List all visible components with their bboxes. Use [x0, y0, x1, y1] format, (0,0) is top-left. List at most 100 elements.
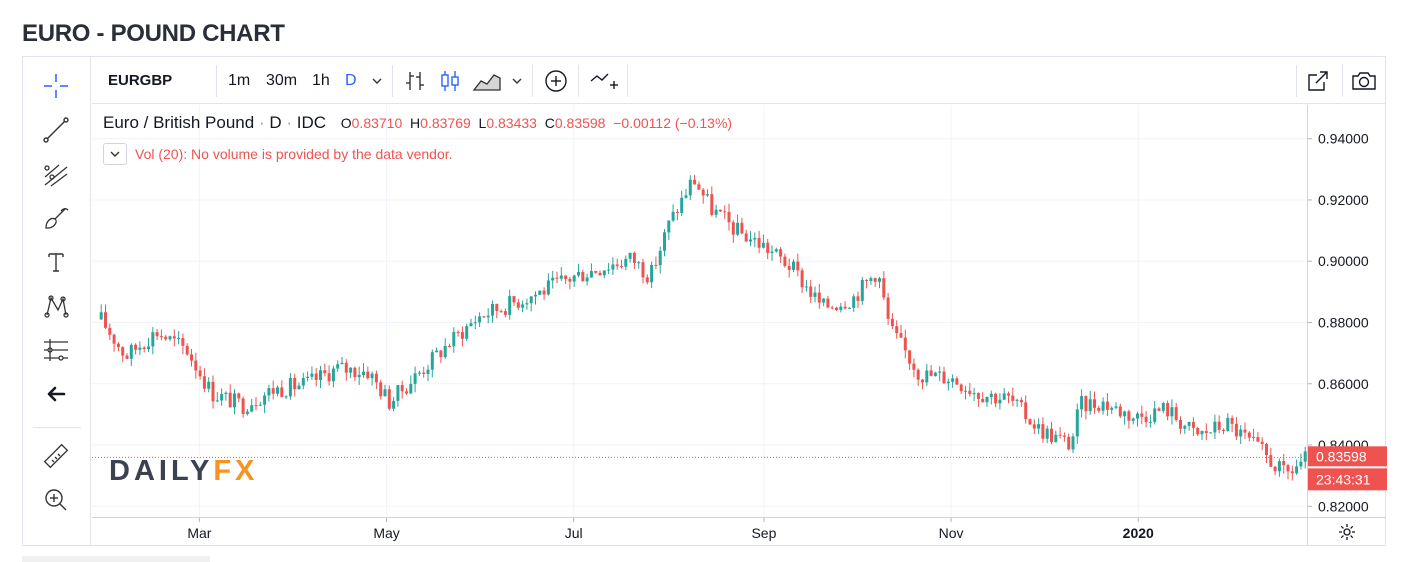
time-axis[interactable]: MarMayJulSepNov2020Mar [92, 517, 1335, 545]
pitchfork-tool[interactable] [37, 155, 75, 193]
candle-body [697, 184, 701, 190]
candle [654, 256, 658, 270]
text-tool[interactable] [37, 243, 75, 281]
candle [426, 364, 430, 382]
candle-body [994, 393, 998, 404]
candle-body [981, 398, 985, 403]
legend-collapse-button[interactable] [103, 143, 127, 165]
candle-body [508, 296, 512, 315]
candle [125, 353, 129, 360]
candle-body [125, 355, 129, 359]
zoom-in-tool[interactable] [37, 481, 75, 519]
price-axis[interactable]: 0.94000 0.92000 0.90000 0.88000 0.86000 0.840… [1307, 105, 1387, 517]
candle-body [237, 393, 241, 399]
candle-body [1204, 431, 1208, 433]
candle [413, 366, 417, 393]
candle [650, 261, 654, 289]
candle [129, 343, 133, 366]
symbol-search[interactable]: EURGBP [108, 72, 173, 89]
candle-body [353, 367, 357, 378]
candle-body [164, 336, 168, 340]
ruler-tool[interactable] [37, 437, 75, 475]
candle-body [482, 316, 486, 318]
snapshot-button[interactable] [1350, 57, 1378, 104]
candle-body [422, 372, 426, 374]
open-label: O [340, 115, 352, 131]
candle [1234, 416, 1238, 441]
area-style-button[interactable] [472, 57, 502, 104]
indicator-add-icon [545, 69, 567, 92]
candle [559, 267, 563, 281]
candle-style-icon [441, 70, 459, 91]
candle [417, 370, 421, 376]
candle [1239, 425, 1243, 445]
candle-body [589, 271, 593, 278]
indicators-button[interactable] [542, 57, 570, 104]
candle-body [293, 377, 297, 390]
candle-body [495, 303, 499, 312]
candles-style-button[interactable] [437, 57, 463, 104]
measure-lines-tool[interactable] [37, 331, 75, 369]
candle-body [1295, 466, 1299, 474]
candle [718, 209, 722, 213]
chart-settings-button[interactable] [1307, 517, 1386, 545]
candle [271, 380, 275, 400]
candle-body [1256, 437, 1260, 442]
candle [1170, 399, 1174, 425]
candle [568, 276, 572, 290]
candle-body [886, 297, 890, 319]
candle-body [233, 393, 237, 408]
candle-body [1093, 399, 1097, 408]
compare-button[interactable] [588, 57, 620, 104]
candle-body [159, 336, 163, 338]
candle-body [478, 316, 482, 323]
candle [448, 343, 452, 348]
crosshair-tool[interactable] [37, 67, 75, 105]
pattern-tool[interactable] [37, 287, 75, 325]
candle-body [344, 362, 348, 373]
interval-1h[interactable]: 1h [312, 71, 330, 89]
interval-d[interactable]: D [345, 71, 357, 89]
time-tick-label: 2020 [1123, 525, 1154, 541]
candle [250, 398, 254, 413]
candle-body [796, 261, 800, 271]
interval-dropdown[interactable] [370, 57, 384, 104]
candle-body [546, 280, 550, 295]
brush-tool[interactable] [37, 199, 75, 237]
candle [1243, 422, 1247, 440]
candle-body [693, 179, 697, 185]
bars-style-button[interactable] [402, 57, 428, 104]
candle-body [1161, 403, 1165, 411]
candle [336, 360, 340, 372]
candle [645, 274, 649, 285]
candle-body [1200, 431, 1204, 435]
volume-legend: Vol (20): No volume is provided by the d… [103, 143, 453, 165]
page-title: EURO - POUND CHART [22, 20, 285, 47]
chart-style-dropdown[interactable] [510, 57, 524, 104]
candle-body [1148, 421, 1152, 423]
candle-body [263, 395, 267, 405]
candle [314, 367, 318, 387]
candle [1007, 391, 1011, 404]
popout-button[interactable] [1304, 57, 1332, 104]
candle [435, 347, 439, 353]
candle-body [800, 270, 804, 288]
candle [1067, 433, 1071, 451]
candle [512, 296, 516, 306]
price-chart[interactable] [92, 105, 1307, 517]
candle-body [491, 303, 495, 316]
candle [491, 300, 495, 323]
candle-body [430, 352, 434, 370]
candle [327, 365, 331, 386]
candle-body [551, 277, 555, 281]
candle-body [465, 326, 469, 339]
interval-1m[interactable]: 1m [228, 71, 251, 89]
price-tick-label: 0.92000 [1318, 192, 1369, 208]
candle-body [572, 275, 576, 282]
interval-30m[interactable]: 30m [266, 71, 298, 89]
back-arrow-tool[interactable] [37, 375, 75, 413]
time-tick-label: Mar [187, 525, 211, 541]
trend-line-tool[interactable] [37, 111, 75, 149]
candle [159, 329, 163, 341]
candle-body [392, 400, 396, 409]
